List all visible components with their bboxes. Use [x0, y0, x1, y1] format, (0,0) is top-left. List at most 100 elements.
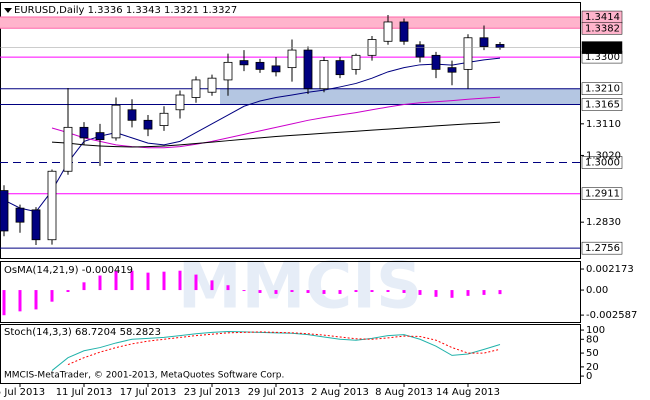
stoch-line [67, 331, 501, 366]
candle-body [47, 170, 57, 241]
candle-body [255, 61, 265, 70]
osma-bar [18, 290, 22, 312]
level-label: 1.3414 [585, 12, 620, 23]
osma-bar [290, 290, 294, 292]
watermark: MMCIS [178, 250, 422, 324]
y-tick-label: -0.002587 [586, 310, 637, 321]
level-label: 1.3210 [585, 84, 620, 95]
moving-average [51, 96, 501, 149]
current-price-label-box [581, 41, 623, 54]
level-label-box [581, 82, 623, 95]
candle-body [351, 54, 361, 70]
level-label: 1.2756 [585, 243, 620, 254]
candle-body [335, 60, 345, 76]
osma-bar [482, 290, 486, 295]
candle-body [319, 60, 329, 90]
candle-body [111, 104, 121, 139]
candle-body [399, 21, 409, 42]
candle-body [15, 207, 25, 223]
osma-bar [418, 290, 422, 295]
pane-header: OsMA(14,21,9) -0.000419 [4, 265, 133, 276]
candle-body [175, 94, 185, 111]
osma-pane [0, 261, 581, 323]
x-tick-label: 14 Aug 2013 [436, 387, 500, 398]
moving-average [3, 57, 501, 213]
x-tick-label: 17 Jul 2013 [120, 387, 177, 398]
x-tick-label: 23 Jul 2013 [184, 387, 241, 398]
candle-body [239, 60, 249, 66]
osma-bar [82, 282, 86, 291]
osma-bar [130, 270, 134, 291]
osma-bar [162, 271, 166, 291]
indicator-name: OsMA(14,21,9) [4, 265, 79, 276]
candle-body [287, 49, 297, 69]
osma-bar [498, 290, 502, 295]
y-tick-label: 1.3110 [586, 119, 621, 130]
osma-bar [114, 270, 118, 291]
osma-bar [98, 275, 102, 291]
price-pane [0, 2, 581, 259]
level-label-box [581, 241, 623, 255]
candle-body [463, 37, 473, 70]
indicator-value: 68.7204 [75, 327, 116, 338]
osma-bar [466, 290, 470, 296]
candle-body [431, 54, 441, 70]
candle-body [447, 67, 457, 73]
candle-body [479, 37, 489, 47]
osma-bar [66, 290, 70, 292]
osma-bar [402, 290, 406, 293]
osma-bar [322, 290, 326, 294]
candle-body [383, 21, 393, 42]
candle-body [207, 77, 217, 93]
candle-body [303, 49, 313, 90]
osma-bar [194, 274, 198, 291]
indicator-name: Stoch(14,3,3) [4, 327, 72, 338]
zone [0, 17, 580, 29]
candle-body [159, 112, 169, 126]
x-tick-label: 29 Jul 2013 [248, 387, 305, 398]
moving-average [51, 121, 501, 148]
osma-bar [386, 290, 390, 292]
candle-body [143, 119, 153, 130]
y-tick-label: 0.00 [586, 285, 608, 296]
candle-body [191, 79, 201, 98]
footer: MMCIS-MetaTrader, © 2001-2013, MetaQuote… [4, 371, 284, 381]
ohlc-open: 1.3336 [88, 5, 123, 16]
osma-bar [146, 272, 150, 291]
current-price-label: 1.3327 [585, 43, 620, 54]
chart-header: EURUSD,Daily 1.3336 1.3343 1.3321 1.3327 [14, 5, 237, 16]
y-tick-label: 80 [586, 334, 599, 345]
candle-body [127, 109, 137, 121]
x-tick-label: 2 Aug 2013 [311, 387, 369, 398]
zone [220, 88, 580, 105]
y-tick-label: 50 [586, 348, 599, 359]
indicator-value: -0.000419 [82, 265, 133, 276]
level-label: 1.2911 [585, 189, 620, 200]
osma-bar [226, 285, 230, 291]
ohlc-close: 1.3327 [202, 5, 237, 16]
y-tick-label: 0 [586, 371, 592, 382]
candle-body [223, 61, 233, 81]
level-label: 1.3165 [585, 100, 620, 111]
y-tick-label: 20 [586, 362, 599, 373]
osma-bar [178, 270, 182, 291]
level-label-box [581, 98, 623, 111]
indicator-value: 58.2823 [120, 327, 161, 338]
osma-bar [274, 290, 278, 294]
x-tick-label: 8 Aug 2013 [375, 387, 433, 398]
candle-body [95, 132, 105, 141]
osma-bar [242, 290, 246, 292]
y-tick-label: 100 [586, 325, 605, 336]
ohlc-high: 1.3343 [126, 5, 161, 16]
x-tick-label: 5 Jul 2013 [0, 387, 45, 398]
candle-body [271, 65, 281, 73]
level-label-box [581, 22, 623, 35]
pane-header: Stoch(14,3,3) 68.7204 58.2823 [4, 327, 161, 338]
level-label-box [581, 156, 623, 169]
menu-arrow [4, 8, 12, 13]
osma-bar [210, 280, 214, 291]
symbol: EURUSD,Daily [14, 5, 85, 16]
candle-body [415, 44, 425, 58]
level-label: 1.3300 [585, 52, 620, 63]
